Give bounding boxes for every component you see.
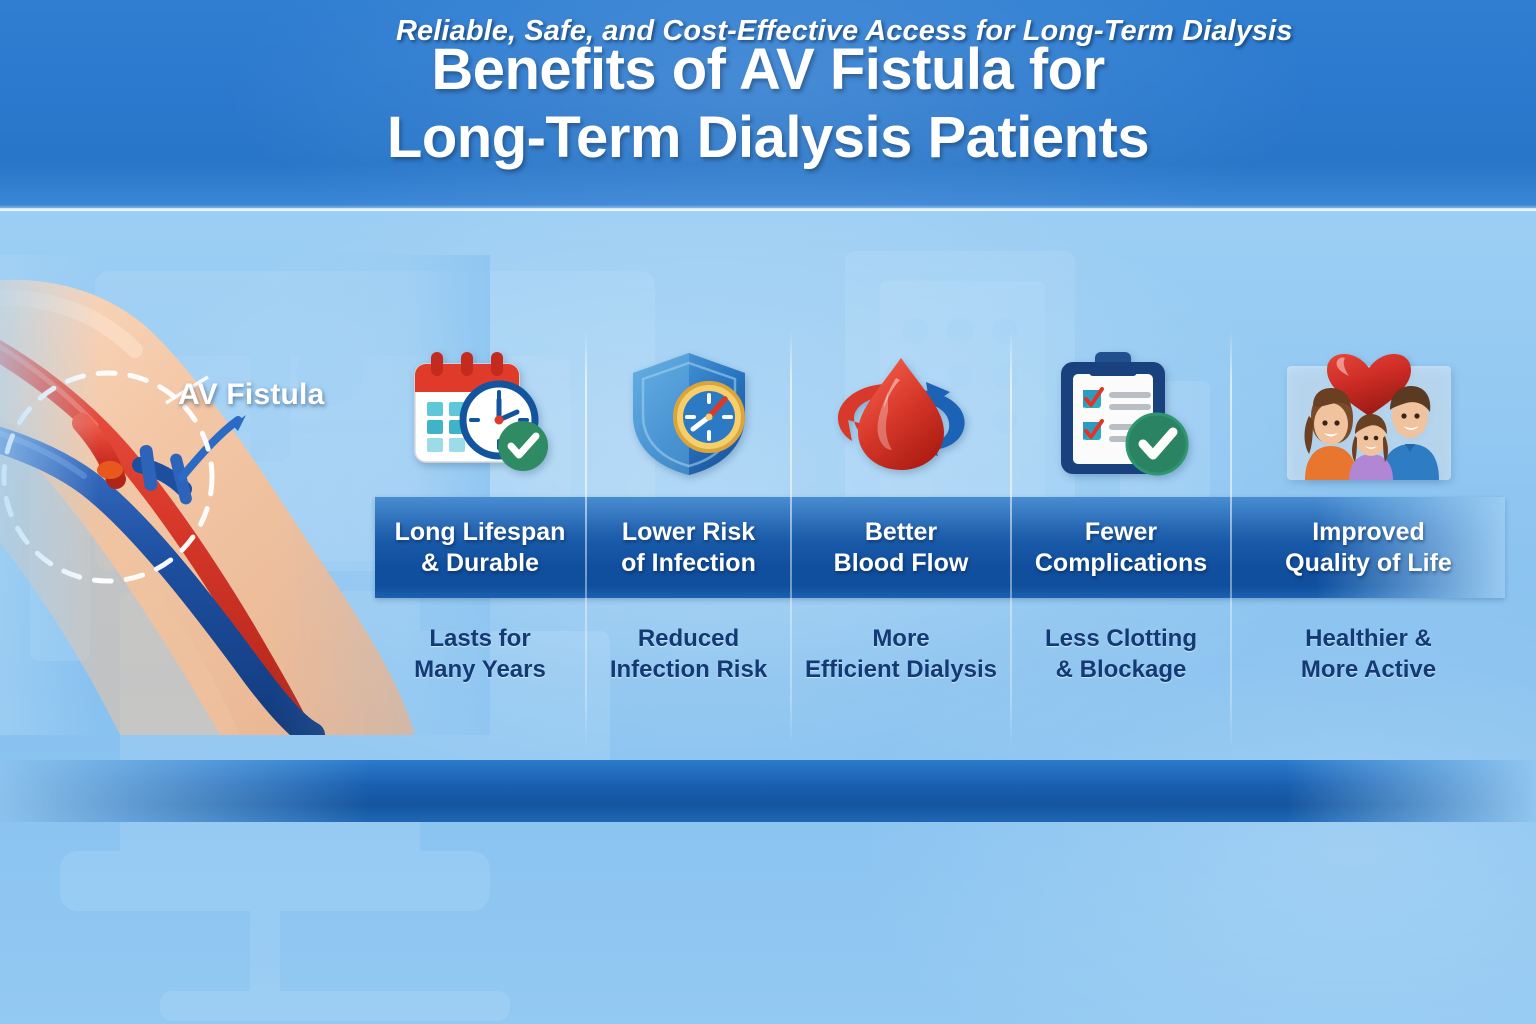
benefit-subtext-line-1: Reduced [637,625,740,652]
icon-cell [375,330,585,497]
icon-cell [1232,330,1505,497]
benefit-subtext: More Efficient Dialysis [792,598,1010,748]
benefit-label: Long Lifespan & Durable [375,497,585,598]
benefit-subtext-line-1: Less Clotting [1044,625,1197,652]
benefit-subtext-line-2: Infection Risk [609,655,768,683]
benefits-grid: Long Lifespan & Durable Lasts for Many Y… [375,330,1505,748]
icon-cell [1012,330,1230,497]
benefit-label-line-2: of Infection [621,548,756,577]
page-title: Benefits of AV Fistula for Long-Term Dia… [0,0,1536,172]
benefit-label-line-2: Blood Flow [833,548,969,577]
tagline-banner-right-fade [1286,760,1536,822]
family-heart-icon [1286,353,1451,480]
benefit-label-line-1: Fewer [1084,518,1158,546]
column-divider-4 [1230,330,1232,748]
page-title-line-2: Long-Term Dialysis Patients [386,104,1150,170]
benefit-subtext-line-2: Many Years [414,655,546,683]
benefit-label-line-2: Quality of Life [1285,548,1452,577]
benefit-subtext: Healthier & More Active [1232,598,1505,748]
column-divider-2 [790,330,792,748]
benefit-subtext-line-1: Lasts for [429,625,531,652]
blood-drop-circulation-icon [838,357,965,470]
benefit-subtext-line-2: More Active [1300,655,1437,683]
benefit-label-line-1: Long Lifespan [394,518,566,546]
vein-vessel [0,426,325,735]
benefit-label-line-1: Improved [1312,518,1425,546]
benefit-label: Improved Quality of Life [1232,497,1505,598]
benefit-label-line-2: & Durable [420,548,540,577]
benefit-subtext-line-2: Efficient Dialysis [804,655,998,683]
icon-cell [587,330,790,497]
column-divider-1 [585,330,587,748]
header-glow [218,0,1318,211]
page-title-line-1: Benefits of AV Fistula for [431,37,1105,102]
benefit-subtext: Reduced Infection Risk [587,598,790,748]
benefit-subtext-line-1: Healthier & [1305,625,1432,652]
tagline-text: Reliable, Safe, and Cost-Effective Acces… [396,14,1293,47]
benefit-label: Better Blood Flow [792,497,1010,598]
benefit-card-long-lifespan[interactable]: Long Lifespan & Durable Lasts for Many Y… [375,330,585,748]
benefit-card-improved-quality-of-life[interactable]: Improved Quality of Life Healthier & Mor… [1232,330,1505,748]
header-band: Benefits of AV Fistula for Long-Term Dia… [0,0,1536,211]
column-divider-3 [1010,330,1012,748]
calendar-clock-check-icon [414,351,548,471]
shield-clock-icon [632,352,745,475]
tagline-banner-left-fade [0,760,370,822]
benefit-card-fewer-complications[interactable]: Fewer Complications Less Clotting & Bloc… [1012,330,1230,748]
av-fistula-label: AV Fistula [178,378,325,411]
benefit-subtext: Less Clotting & Blockage [1012,598,1230,748]
label-band-right-fade [1315,497,1505,598]
clipboard-checklist-check-icon [1061,351,1189,475]
benefit-subtext-line-2: & Blockage [1055,655,1187,683]
benefit-label-line-2: Complications [1034,548,1208,577]
benefit-card-lower-risk[interactable]: Lower Risk of Infection Reduced Infectio… [587,330,790,748]
tagline-banner [0,760,1536,822]
benefit-subtext: Lasts for Many Years [375,598,585,748]
benefit-label-line-1: Better [864,518,938,546]
benefit-label-line-1: Lower Risk [621,518,756,546]
benefit-subtext-line-1: More [872,625,930,652]
benefits-label-band [375,497,1505,598]
arm-skin [0,279,415,735]
benefit-label: Lower Risk of Infection [587,497,790,598]
benefit-card-better-blood-flow[interactable]: Better Blood Flow More Efficient Dialysi… [792,330,1010,748]
fistula-anastomosis [72,413,246,505]
benefit-label: Fewer Complications [1012,497,1230,598]
icon-cell [792,330,1010,497]
